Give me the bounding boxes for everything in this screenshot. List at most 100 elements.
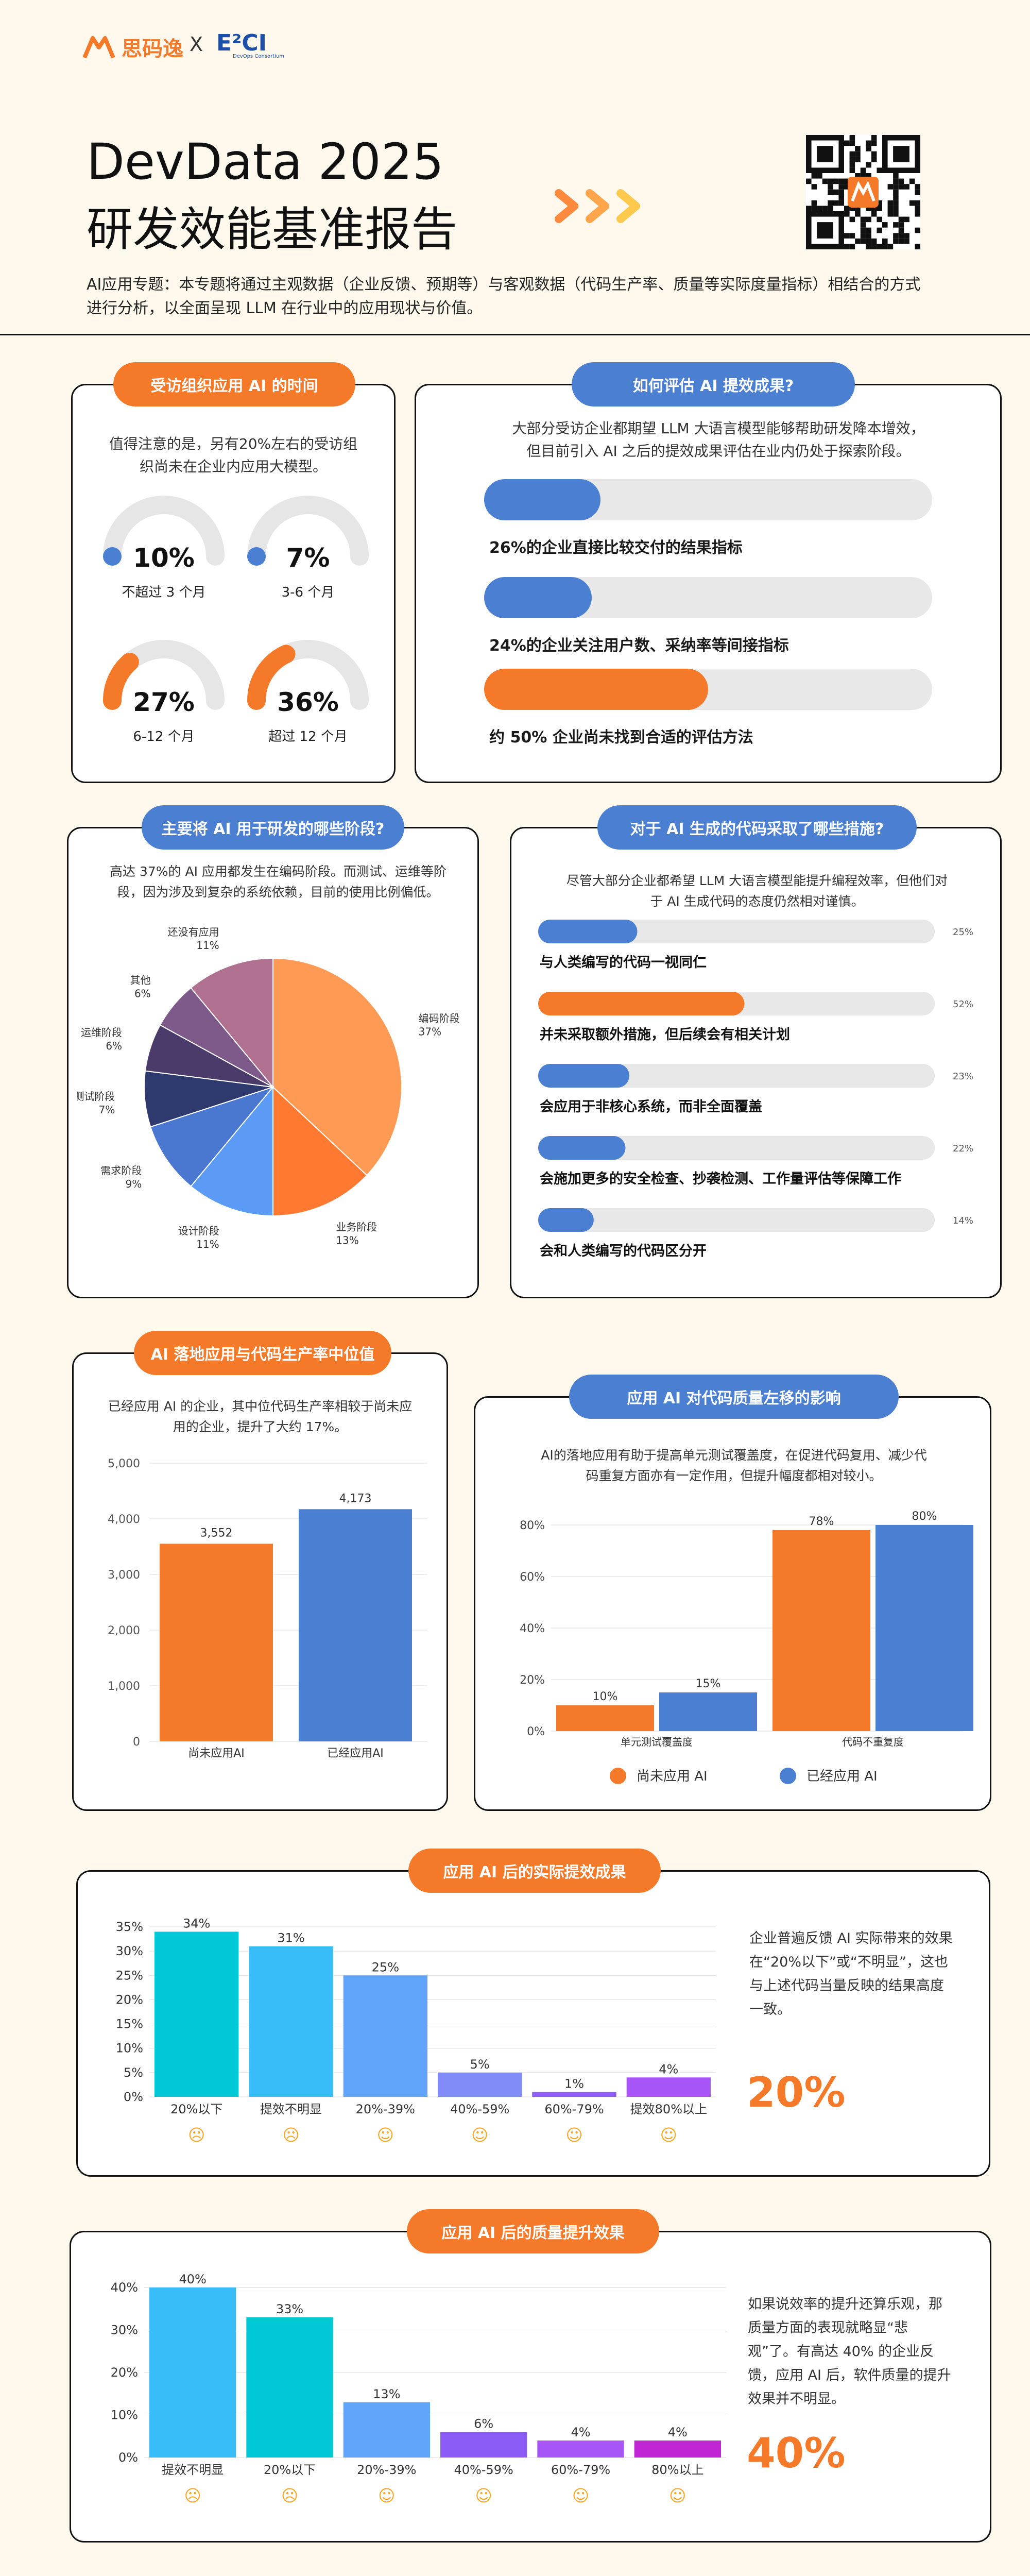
qr-module bbox=[860, 167, 866, 173]
qr-module bbox=[898, 238, 904, 244]
legend-label: 已经应用 AI bbox=[806, 1769, 878, 1784]
face-icon: ☺ bbox=[471, 2125, 488, 2145]
gauge-fill bbox=[247, 547, 266, 566]
face-icon: ☹ bbox=[184, 2486, 201, 2505]
qr-module bbox=[822, 206, 828, 211]
report-title-line2: 研发效能基准报告 bbox=[87, 202, 457, 257]
bar-value-label: 4,173 bbox=[339, 1492, 372, 1505]
bar-value-label: 1% bbox=[564, 2077, 584, 2091]
qr-module bbox=[893, 178, 899, 184]
qr-module bbox=[844, 244, 850, 249]
bar bbox=[299, 1509, 412, 1741]
qr-module bbox=[817, 206, 822, 211]
y-tick-label: 30% bbox=[111, 2323, 138, 2337]
bar-value-label: 13% bbox=[373, 2387, 400, 2401]
qr-module bbox=[893, 173, 899, 179]
qr-module bbox=[811, 200, 817, 206]
qr-module bbox=[855, 206, 861, 211]
bar-value-label: 5% bbox=[470, 2057, 490, 2072]
qr-module bbox=[871, 151, 877, 157]
bar bbox=[440, 2432, 527, 2458]
card3-title: 主要将 AI 用于研发的哪些阶段? bbox=[142, 805, 404, 850]
gauge-label: 6-12 个月 bbox=[133, 729, 194, 744]
eval-bar-item bbox=[484, 479, 932, 520]
face-icon: ☹ bbox=[281, 2486, 298, 2505]
legend-marker bbox=[610, 1768, 626, 1784]
y-tick-label: 80% bbox=[520, 1519, 545, 1532]
qr-module bbox=[849, 135, 855, 141]
card6-title: 应用 AI 对代码质量左移的影响 bbox=[569, 1375, 899, 1419]
pie-slice bbox=[144, 1070, 273, 1128]
qr-module bbox=[904, 233, 909, 239]
x-tick-label: 提效不明显 bbox=[162, 2463, 224, 2477]
y-tick-label: 25% bbox=[116, 1968, 143, 1982]
bar-value-label: 80% bbox=[912, 1510, 937, 1523]
qr-module bbox=[871, 244, 877, 249]
qr-module bbox=[860, 233, 866, 239]
bar bbox=[154, 1931, 239, 2097]
y-tick-label: 5% bbox=[124, 2065, 143, 2080]
bar-value-label: 34% bbox=[183, 1916, 210, 1930]
card4-title: 对于 AI 生成的代码采取了哪些措施? bbox=[597, 805, 917, 850]
x-tick-label: 20%-39% bbox=[357, 2463, 416, 2477]
qr-module bbox=[893, 238, 899, 244]
qr-module bbox=[898, 178, 904, 184]
bar bbox=[876, 1525, 973, 1731]
measure-pct: 25% bbox=[953, 927, 973, 938]
y-tick-label: 0% bbox=[124, 2090, 143, 2104]
y-tick-label: 1,000 bbox=[108, 1680, 140, 1693]
bar bbox=[556, 1705, 654, 1731]
qr-module bbox=[866, 162, 871, 168]
y-tick-label: 5,000 bbox=[108, 1458, 140, 1470]
pie-value: 37% bbox=[419, 1026, 441, 1038]
qr-module bbox=[844, 140, 850, 146]
bar bbox=[149, 2287, 236, 2458]
bar bbox=[343, 1975, 427, 2097]
qr-module bbox=[817, 173, 822, 179]
card6-desc: AI的落地应用有助于提高单元测试覆盖度，在促进代码复用、减少代码重复方面亦有一定… bbox=[541, 1448, 927, 1483]
qr-module bbox=[887, 244, 894, 249]
bar-value-label: 3,552 bbox=[200, 1527, 233, 1539]
eval-bar-fill bbox=[484, 669, 708, 710]
gauge-fill bbox=[103, 547, 122, 566]
face-icon: ☺ bbox=[572, 2486, 589, 2505]
qr-module bbox=[882, 244, 888, 249]
face-icon: ☺ bbox=[475, 2486, 492, 2505]
face-icon: ☺ bbox=[669, 2486, 686, 2505]
y-tick-label: 2,000 bbox=[108, 1624, 140, 1637]
qr-module bbox=[915, 189, 920, 195]
gauge-value: 10% bbox=[133, 543, 195, 573]
qr-module bbox=[893, 200, 899, 206]
qr-module bbox=[811, 173, 817, 179]
pie-slice bbox=[190, 957, 273, 1089]
qr-module bbox=[849, 216, 855, 223]
measure-pct: 52% bbox=[953, 999, 973, 1010]
y-tick-label: 0% bbox=[118, 2450, 138, 2465]
bar-value-label: 4% bbox=[571, 2425, 590, 2439]
qr-module bbox=[844, 211, 850, 217]
qr-code-icon[interactable] bbox=[806, 135, 920, 249]
measure-track bbox=[538, 920, 935, 943]
pie-value: 11% bbox=[196, 1238, 219, 1250]
pie-label: 还没有应用 bbox=[168, 926, 219, 938]
bar bbox=[249, 1946, 333, 2097]
qr-module bbox=[904, 238, 909, 244]
qr-module bbox=[898, 222, 904, 228]
x-tick-label: 尚未应用AI bbox=[188, 1747, 245, 1760]
qr-module bbox=[898, 184, 904, 190]
measure-label: 并未采取额外措施，但后续会有相关计划 bbox=[540, 1026, 790, 1043]
pie-label: 运维阶段 bbox=[81, 1026, 122, 1039]
measure-track bbox=[538, 1136, 935, 1160]
qr-module bbox=[871, 157, 877, 162]
qr-module bbox=[893, 211, 899, 217]
qr-module bbox=[882, 238, 888, 244]
qr-module bbox=[866, 233, 871, 239]
qr-module bbox=[871, 140, 877, 146]
qr-module bbox=[838, 189, 844, 195]
qr-module bbox=[877, 167, 882, 173]
pie-value: 11% bbox=[196, 939, 219, 952]
eval-bar-fill bbox=[484, 577, 592, 618]
y-tick-label: 60% bbox=[520, 1571, 545, 1584]
y-tick-label: 20% bbox=[116, 1992, 143, 2007]
gauge-label: 3-6 个月 bbox=[282, 585, 335, 600]
